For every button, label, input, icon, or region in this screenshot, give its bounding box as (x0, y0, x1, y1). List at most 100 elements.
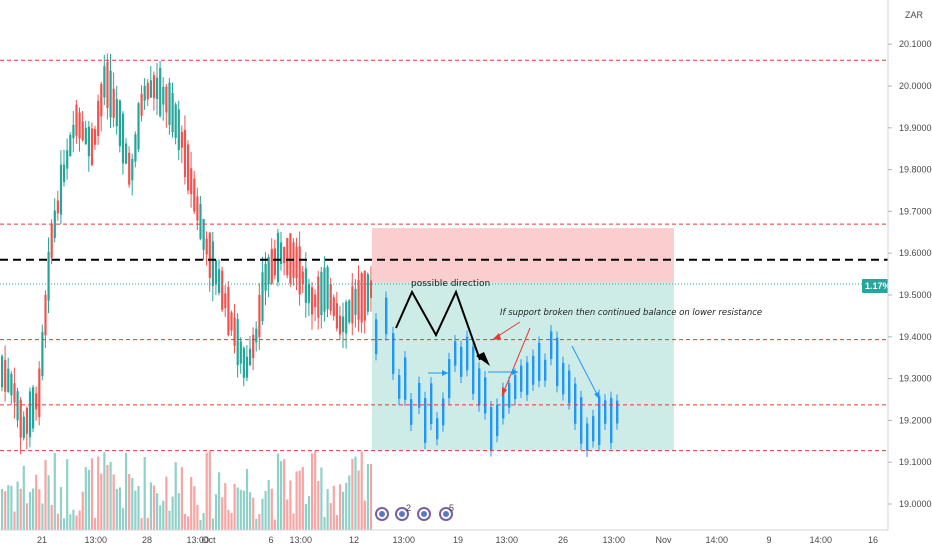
event-badge-dot (443, 511, 449, 517)
candle-body (205, 238, 208, 255)
candle-body (298, 246, 301, 295)
time-tick-label: 26 (558, 535, 568, 545)
candle-body (190, 168, 193, 195)
candle-body (230, 312, 233, 331)
candle-body (115, 98, 118, 127)
volume-bar (218, 472, 221, 530)
volume-bar (66, 459, 69, 530)
volume-bar (286, 499, 289, 530)
volume-bar (320, 467, 323, 530)
projection-candle (484, 377, 487, 414)
candle-body (140, 93, 143, 116)
possible-direction-path[interactable] (395, 289, 481, 361)
projection-candle (604, 400, 607, 424)
candle-body (255, 328, 258, 343)
candle-body (304, 268, 307, 303)
support-note-label[interactable]: If support broken then continued balance… (500, 308, 762, 318)
projection-candle (586, 423, 589, 451)
volume-bar (227, 509, 230, 530)
candle-body (90, 128, 94, 166)
volume-bar (118, 487, 121, 530)
volume-bar (193, 486, 196, 530)
candle-body (193, 178, 196, 212)
candle-body (338, 315, 342, 335)
drawing-tools[interactable]: possible direction If support broken then… (395, 279, 762, 401)
candle-body (13, 383, 16, 403)
volume-bar (295, 471, 298, 530)
time-tick-label: 14:00 (810, 535, 833, 545)
volume-bars (1, 450, 373, 530)
candle-body (47, 251, 50, 301)
volume-bar (180, 467, 183, 530)
price-axis[interactable]: 20.10000 20.00000 19.90000 19.80000 19.70000… (887, 0, 932, 550)
candle-body (270, 248, 273, 284)
volume-bar (149, 482, 152, 530)
currency-label[interactable]: ZAR (905, 10, 924, 20)
candle-body (112, 88, 115, 118)
candle-body (369, 280, 373, 298)
volume-bar (311, 453, 314, 530)
projection-candle (466, 336, 469, 371)
price-tick-label: 20.10000 (899, 39, 932, 49)
volume-bar (183, 513, 187, 530)
candle-body (245, 356, 249, 378)
volume-bar (121, 508, 125, 530)
candle-body (199, 204, 202, 239)
candle-body (264, 263, 267, 291)
red-arrowhead (502, 387, 507, 396)
volume-bar (280, 461, 283, 530)
time-tick-label: 13:00 (393, 535, 416, 545)
candle-body (50, 224, 53, 259)
candle-body (72, 124, 75, 139)
candle-body (69, 134, 72, 157)
volume-bar (125, 452, 128, 530)
projection-candle (526, 362, 529, 395)
time-tick-label: 13:00 (290, 535, 313, 545)
blue-arrowhead (442, 370, 448, 376)
volume-bar (261, 498, 264, 530)
time-tick-label: 16 (868, 535, 878, 545)
volume-bar (317, 480, 320, 530)
volume-bar (115, 488, 118, 530)
projection-candle (418, 382, 421, 408)
candle-body (53, 210, 56, 238)
volume-bar (187, 516, 190, 530)
volume-bar (252, 497, 255, 530)
volume-bar (10, 485, 13, 530)
projection-candle (448, 359, 451, 399)
volume-bar (44, 459, 47, 530)
projection-candle (375, 319, 378, 355)
projection-candle (574, 383, 577, 424)
projection-candle (538, 342, 541, 381)
candle-body (267, 256, 270, 284)
volume-bar (369, 463, 373, 530)
volume-bar (94, 517, 97, 530)
candle-body (283, 246, 286, 263)
volume-bar (63, 518, 66, 530)
volume-bar (190, 477, 193, 530)
candle-body (38, 368, 41, 418)
volume-bar (323, 516, 326, 530)
volume-bar (348, 475, 351, 530)
possible-direction-label[interactable]: possible direction (411, 279, 490, 289)
volume-bar (357, 470, 360, 530)
projection-candle (556, 337, 559, 387)
price-axis-bg (888, 0, 932, 550)
candle-body (143, 85, 146, 101)
volume-bar (345, 482, 348, 530)
candle-body (32, 387, 35, 429)
candle-body (286, 238, 289, 276)
volume-bar (134, 490, 137, 530)
volume-bar (78, 510, 81, 530)
projection-candle (496, 404, 499, 436)
volume-bar (146, 517, 149, 530)
candle-body (323, 267, 326, 312)
volume-bar (224, 483, 227, 530)
candle-body (335, 303, 338, 329)
candle-body (156, 77, 159, 99)
time-tick-label: 13:00 (187, 535, 210, 545)
candle-body (307, 283, 311, 303)
